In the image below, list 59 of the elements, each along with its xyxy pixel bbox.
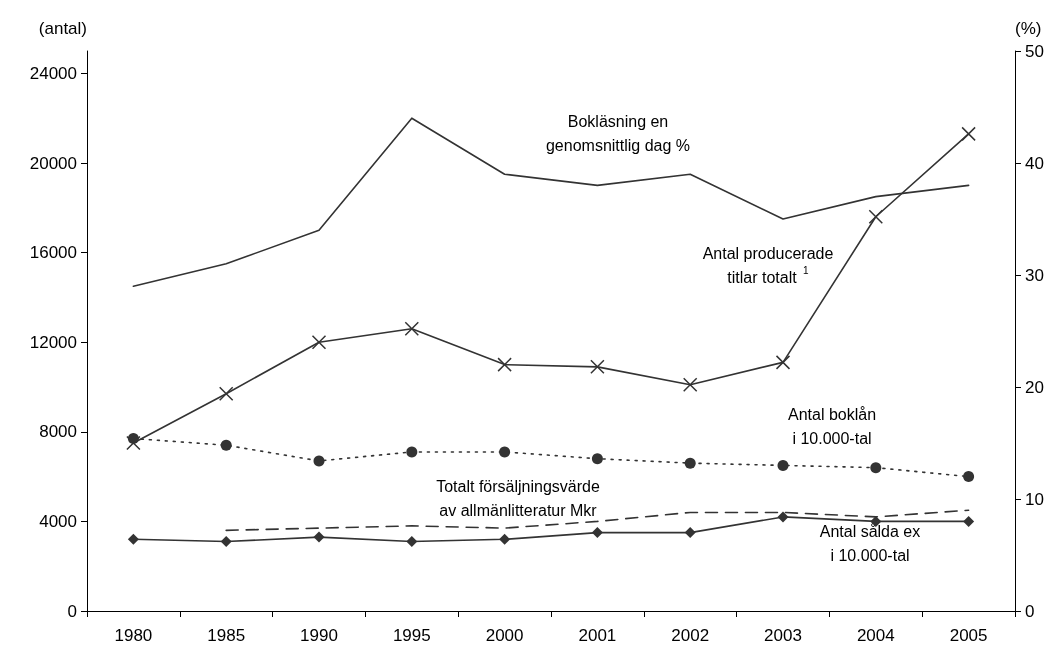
y-tick-label: 0: [67, 601, 77, 621]
series-label: Antal sålda ex i 10.000-tal: [819, 522, 921, 564]
point: [313, 531, 325, 543]
point: [497, 357, 512, 372]
x-tick-label: 2002: [671, 626, 710, 645]
point: [311, 334, 327, 350]
point: [591, 527, 603, 539]
point: [127, 533, 139, 545]
point: [868, 209, 884, 225]
x-tick-label: 2001: [578, 626, 617, 645]
point: [684, 527, 696, 539]
point: [591, 453, 603, 465]
y-tick-label: 4000: [39, 511, 77, 531]
y-tick-label: 20000: [29, 153, 77, 173]
x-tick-label: 2004: [856, 626, 895, 645]
point: [684, 457, 696, 469]
x-tick-label: 2000: [485, 626, 524, 645]
y2-axis-title: (%): [1015, 19, 1042, 38]
x-tick-label: 2003: [764, 626, 802, 645]
y2-tick-label: 50: [1025, 41, 1044, 61]
point: [313, 455, 325, 467]
x-tick-label: 1995: [392, 626, 431, 645]
point: [127, 433, 139, 445]
point: [590, 359, 605, 375]
x-tick-label: 1985: [207, 626, 246, 645]
series-label: Bokläsning en genomsnittlig dag %: [545, 112, 691, 154]
point: [963, 471, 975, 483]
y2-tick-label: 0: [1025, 601, 1035, 621]
point: [126, 435, 141, 451]
point: [777, 459, 789, 471]
y-tick-label: 16000: [29, 243, 77, 263]
point: [404, 321, 420, 337]
x-tick-label: 1980: [114, 626, 153, 645]
y2-tick-label: 40: [1025, 153, 1044, 173]
series-label: Totalt försäljningsvärde av allmänlitteratur Mkr: [436, 477, 600, 519]
y2-tick-label: 30: [1025, 265, 1044, 285]
point: [499, 446, 511, 458]
y2-tick-label: 20: [1025, 377, 1044, 397]
y-axis-title: (antal): [38, 19, 87, 38]
point: [963, 515, 975, 527]
point: [775, 355, 791, 370]
point: [499, 533, 511, 545]
y-tick-label: 24000: [29, 63, 77, 83]
y-tick-label: 8000: [39, 422, 77, 442]
series-label: Antal boklån i 10.000-tal: [787, 405, 877, 447]
x-tick-label: 2005: [949, 626, 988, 645]
point: [777, 511, 789, 523]
point: [220, 439, 232, 451]
point: [870, 462, 882, 474]
point: [406, 536, 418, 548]
point: [406, 446, 418, 458]
y-tick-label: 12000: [29, 332, 77, 352]
point: [961, 126, 976, 142]
point: [220, 536, 232, 548]
point: [218, 386, 234, 401]
point: [682, 377, 698, 393]
y2-tick-label: 10: [1025, 489, 1044, 509]
x-tick-label: 1990: [300, 626, 338, 645]
series-label: Antal producerade titlar totalt 1: [702, 244, 834, 286]
